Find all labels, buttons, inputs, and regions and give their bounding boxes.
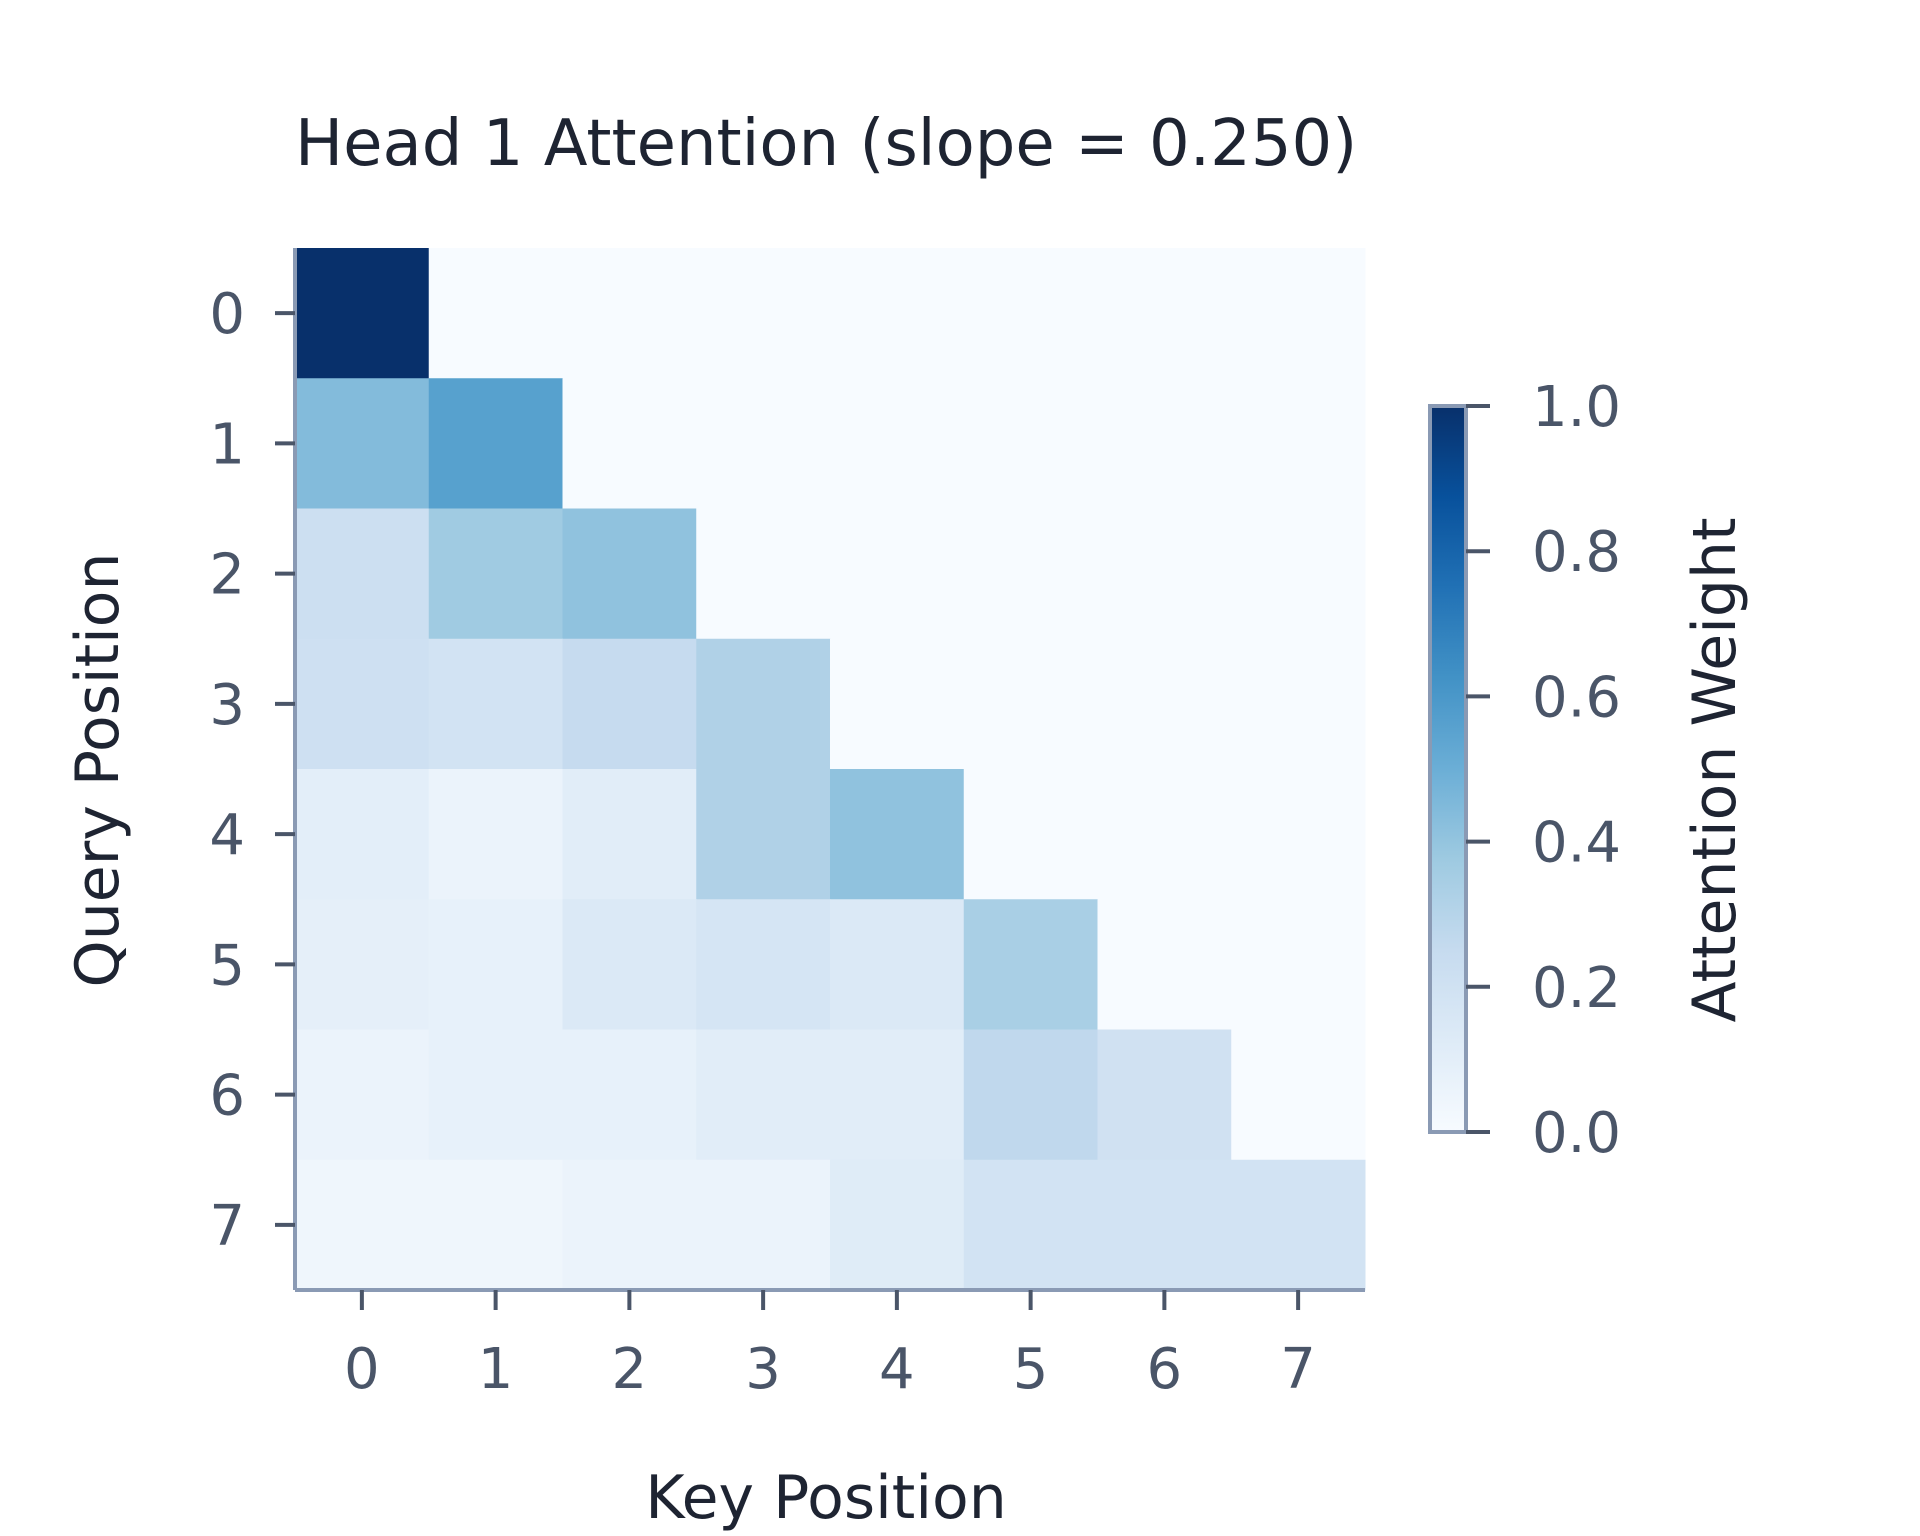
heatmap-cell-r0-c7 [1231,248,1366,379]
heatmap-cell-r2-c4 [830,508,965,640]
heatmap-cell-r1-c5 [963,378,1098,509]
heatmap-cell-r0-c3 [696,248,831,379]
x-tick-label: 0 [344,1337,380,1402]
heatmap-cell-r5-c5 [963,899,1098,1030]
heatmap-cell-r3-c1 [428,638,563,770]
heatmap-cell-r1-c6 [1097,378,1232,509]
heatmap-cell-r4-c3 [696,769,831,900]
heatmap-cell-r6-c6 [1097,1029,1232,1161]
heatmap-cell-r3-c3 [696,638,831,770]
heatmap-cell-r6-c3 [696,1029,831,1161]
heatmap-cell-r3-c5 [963,638,1098,770]
heatmap-cell-r4-c6 [1097,769,1232,900]
heatmap-cells [295,248,1366,1291]
colorbar-ticks: 0.0 0.2 0.4 0.6 0.8 1.0 [1466,375,1621,1166]
colorbar-tick-label: 0.6 [1532,665,1621,730]
heatmap-cell-r2-c1 [428,508,563,640]
x-tick-label: 4 [879,1337,915,1402]
heatmap-cell-r5-c7 [1231,899,1366,1030]
y-tick-label: 5 [209,933,245,998]
colorbar-gradient [1428,404,1468,1134]
heatmap-cell-r6-c5 [963,1029,1098,1161]
y-tick-label: 2 [209,543,245,608]
colorbar-tick-label: 0.4 [1532,811,1621,876]
heatmap-cell-r5-c6 [1097,899,1232,1030]
colorbar-tick-label: 0.8 [1532,520,1621,585]
x-axis-label: Key Position [645,1463,1006,1533]
heatmap-cell-r7-c4 [830,1159,965,1291]
heatmap-cell-r5-c2 [562,899,697,1030]
heatmap-cell-r6-c0 [295,1029,430,1161]
heatmap-cell-r3-c7 [1231,638,1366,770]
colorbar-label: Attention Weight [1680,517,1750,1022]
heatmap-cell-r2-c5 [963,508,1098,640]
heatmap-cell-r6-c4 [830,1029,965,1161]
heatmap-cell-r0-c5 [963,248,1098,379]
heatmap-cell-r3-c6 [1097,638,1232,770]
heatmap-cell-r0-c6 [1097,248,1232,379]
heatmap-cell-r4-c2 [562,769,697,900]
heatmap-cell-r5-c0 [295,899,430,1030]
heatmap-cell-r2-c7 [1231,508,1366,640]
heatmap-cell-r1-c1 [428,378,563,509]
colorbar: 0.0 0.2 0.4 0.6 0.8 1.0 Attention Weight [1428,375,1750,1166]
y-axis-ticks: 0 1 2 3 4 5 6 7 [209,282,295,1259]
heatmap-cell-r7-c6 [1097,1159,1232,1291]
heatmap-cell-r4-c4 [830,769,965,900]
colorbar-tick-label: 1.0 [1532,375,1621,440]
heatmap-cell-r0-c0 [295,248,430,379]
heatmap-cell-r7-c3 [696,1159,831,1291]
heatmap-cell-r3-c4 [830,638,965,770]
x-tick-label: 2 [612,1337,648,1402]
heatmap-cell-r6-c2 [562,1029,697,1161]
heatmap-cell-r4-c0 [295,769,430,900]
heatmap-cell-r7-c0 [295,1159,430,1291]
x-tick-label: 7 [1280,1337,1316,1402]
heatmap-cell-r7-c2 [562,1159,697,1291]
heatmap-axes [293,248,1365,1292]
chart-title: Head 1 Attention (slope = 0.250) [295,107,1357,181]
x-tick-label: 1 [478,1337,514,1402]
x-tick-label: 5 [1013,1337,1049,1402]
heatmap-cell-r0-c1 [428,248,563,379]
heatmap-cell-r4-c1 [428,769,563,900]
heatmap-cell-r6-c7 [1231,1029,1366,1161]
heatmap-cell-r0-c2 [562,248,697,379]
y-tick-label: 6 [209,1064,245,1129]
x-axis-ticks: 0 1 2 3 4 5 6 7 [344,1290,1316,1402]
heatmap-cell-r0-c4 [830,248,965,379]
heatmap-cell-r5-c3 [696,899,831,1030]
heatmap-cell-r1-c3 [696,378,831,509]
heatmap-cell-r2-c6 [1097,508,1232,640]
heatmap-cell-r3-c0 [295,638,430,770]
y-tick-label: 4 [209,803,245,868]
colorbar-tick-label: 0.0 [1532,1101,1621,1166]
y-tick-label: 1 [209,412,245,477]
y-axis-label: Query Position [63,552,133,987]
x-tick-label: 6 [1147,1337,1183,1402]
heatmap-cell-r5-c4 [830,899,965,1030]
heatmap-cell-r2-c0 [295,508,430,640]
heatmap-cell-r1-c4 [830,378,965,509]
x-tick-label: 3 [745,1337,781,1402]
heatmap-cell-r6-c1 [428,1029,563,1161]
heatmap-cell-r5-c1 [428,899,563,1030]
heatmap-cell-r3-c2 [562,638,697,770]
heatmap-cell-r1-c2 [562,378,697,509]
heatmap-cell-r2-c2 [562,508,697,640]
heatmap-cell-r1-c7 [1231,378,1366,509]
heatmap-cell-r7-c1 [428,1159,563,1291]
heatmap-cell-r4-c5 [963,769,1098,900]
y-tick-label: 3 [209,673,245,738]
y-tick-label: 0 [209,282,245,347]
heatmap-cell-r7-c7 [1231,1159,1366,1291]
y-tick-label: 7 [209,1194,245,1259]
colorbar-tick-label: 0.2 [1532,956,1621,1021]
heatmap-cell-r2-c3 [696,508,831,640]
heatmap-cell-r7-c5 [963,1159,1098,1291]
heatmap-cell-r1-c0 [295,378,430,509]
heatmap-cell-r4-c7 [1231,769,1366,900]
